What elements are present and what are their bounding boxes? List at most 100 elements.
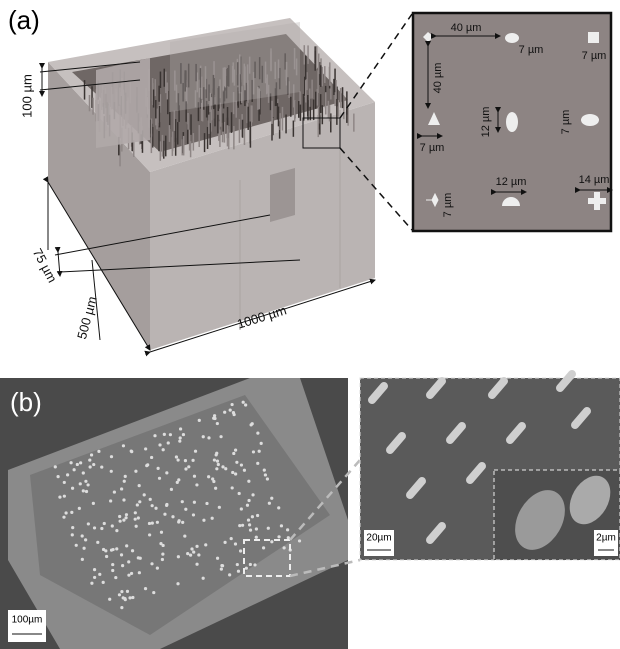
sem-pillar xyxy=(125,589,130,593)
sem-pillar xyxy=(217,505,221,509)
sem-pillar xyxy=(190,547,194,551)
sem-pillar xyxy=(53,465,57,469)
sem-pillar xyxy=(100,526,104,531)
inset-label: 12 µm xyxy=(480,107,492,138)
sem-pillar xyxy=(195,562,199,566)
sem-pillar xyxy=(84,479,88,483)
sem-pillar xyxy=(128,596,132,600)
sem-pillar xyxy=(231,470,235,475)
sem-pillar xyxy=(127,560,131,564)
inset-label: 40 µm xyxy=(451,22,482,34)
sem-pillar xyxy=(162,432,166,436)
sem-pillar xyxy=(160,557,164,562)
sem-image xyxy=(0,378,348,649)
sem-pillar xyxy=(109,469,113,473)
scale-bar-label: 2µm xyxy=(596,533,616,544)
sem-pillar xyxy=(92,526,97,530)
dimension-lines xyxy=(39,61,376,357)
sem-pillar xyxy=(168,433,172,437)
sem-pillar xyxy=(259,441,263,446)
sem-pillar xyxy=(214,486,218,490)
sem-pillar xyxy=(237,491,241,496)
sem-pillar xyxy=(279,524,284,528)
sem-pillar xyxy=(70,486,75,490)
inset-label: 7 µm xyxy=(560,110,572,135)
sem-pillar xyxy=(192,474,197,478)
sem-pillar xyxy=(96,540,100,544)
dimension-label: 75 µm xyxy=(30,246,60,285)
sem-pillar xyxy=(245,503,250,507)
sem-pillar xyxy=(248,562,252,567)
sem-pillar xyxy=(100,465,104,469)
sem-pillar xyxy=(148,533,152,537)
sem-pillar xyxy=(65,473,70,477)
sem-pillar xyxy=(135,503,139,507)
sem-pillar xyxy=(235,460,239,464)
sem-pillar xyxy=(133,511,137,515)
sem-pillar xyxy=(120,487,124,491)
sem-pillar xyxy=(186,552,190,556)
sem-pillar xyxy=(270,540,274,544)
sem-pillar xyxy=(171,515,175,519)
sem-pillar xyxy=(192,550,196,554)
sem-pillar xyxy=(233,542,238,546)
inset-label: 40 µm xyxy=(432,63,444,94)
sem-pillar xyxy=(180,500,184,504)
sem-pillar xyxy=(88,458,92,462)
sem-pillar xyxy=(204,543,208,547)
inset-label: 7 µm xyxy=(582,50,607,62)
sem-pillar xyxy=(250,515,254,519)
sem-pillar xyxy=(90,581,94,585)
sem-pillar xyxy=(74,543,78,547)
dimension-label: 500 µm xyxy=(74,295,100,341)
sem-pillar xyxy=(286,528,290,532)
sem-pillar xyxy=(115,529,119,533)
sem-pillar xyxy=(220,563,224,568)
sem-pillar xyxy=(191,513,196,517)
sem-pillar xyxy=(426,522,446,544)
sem-pillar xyxy=(246,518,251,522)
sem-pillar xyxy=(248,528,253,532)
dimension-label: 100 µm xyxy=(19,74,34,118)
sem-pillar xyxy=(263,473,267,477)
sem-pillar xyxy=(571,407,591,429)
sem-pillar xyxy=(235,562,239,567)
sem-pillar xyxy=(117,593,122,597)
inset-label: 7 µm xyxy=(420,142,445,154)
sem-pillar xyxy=(121,444,126,448)
sem-pillar xyxy=(150,504,154,508)
sem-pillar xyxy=(104,549,108,553)
sem-pillar xyxy=(148,497,152,501)
sem-pillar xyxy=(58,495,62,499)
sem-pillar xyxy=(152,590,156,595)
sem-pillar xyxy=(254,535,258,539)
sem-pillar xyxy=(488,377,508,399)
sem-pillar xyxy=(79,461,83,465)
sem-pillar xyxy=(265,477,270,481)
sem-pillar xyxy=(219,435,223,439)
sem-pillar xyxy=(212,479,216,484)
sem-pillar xyxy=(120,590,124,594)
sem-pillar xyxy=(207,436,211,440)
sem-pillar xyxy=(506,422,526,444)
sem-pillar xyxy=(368,382,388,404)
sem-pillar xyxy=(136,556,140,560)
sem-pillar xyxy=(78,482,82,486)
sem-pillar xyxy=(214,453,218,457)
sem-pillar xyxy=(71,526,75,530)
sem-pillar xyxy=(102,521,106,526)
sem-pillar xyxy=(119,553,124,557)
sem-pillar xyxy=(181,432,186,437)
sem-pillar xyxy=(80,534,84,538)
sem-pillar xyxy=(134,524,138,528)
sem-pillar xyxy=(247,479,251,483)
sem-pillar xyxy=(81,471,85,475)
sem-pillar xyxy=(92,568,97,572)
sem-pillar xyxy=(219,567,223,571)
sem-pillar xyxy=(205,501,209,506)
sem-pillar xyxy=(56,474,60,479)
sem-pillar xyxy=(82,546,86,550)
sem-pillar xyxy=(98,572,102,576)
sem-pillar xyxy=(86,483,90,487)
